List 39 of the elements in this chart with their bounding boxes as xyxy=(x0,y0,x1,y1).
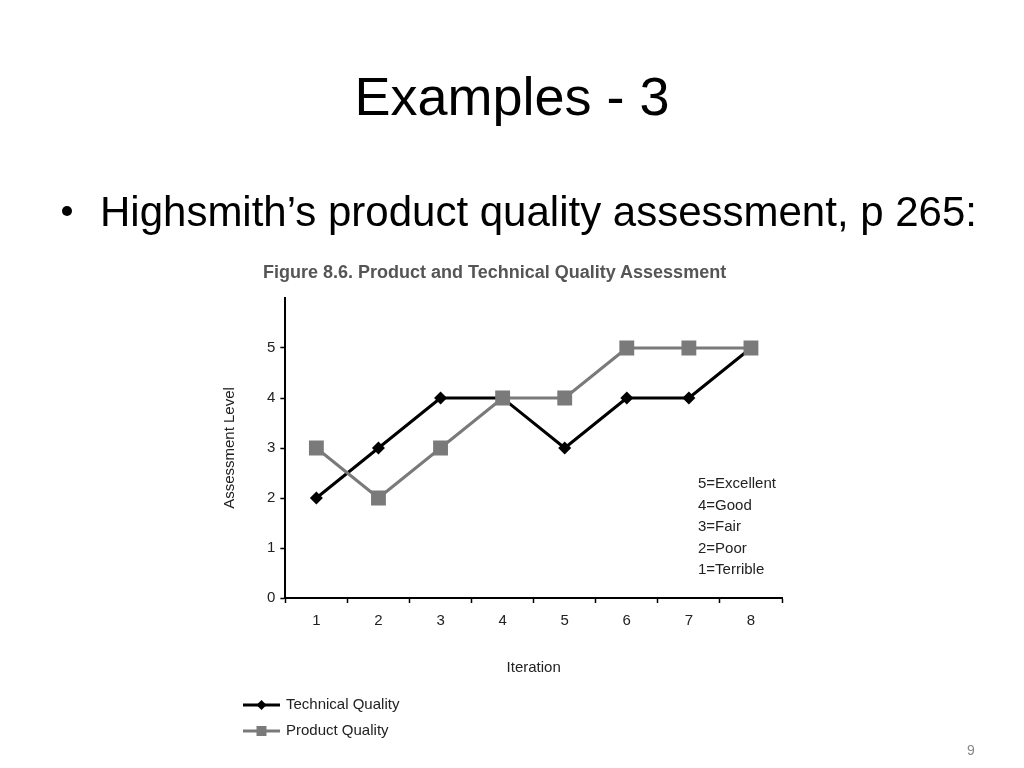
y-tick-label: 3 xyxy=(267,438,276,456)
x-tick-label: 8 xyxy=(746,611,756,629)
annotation: 2=Poor xyxy=(698,538,747,556)
point xyxy=(682,391,696,405)
point xyxy=(620,391,634,405)
point xyxy=(619,340,635,356)
x-axis-title: Iteration xyxy=(506,658,561,676)
point xyxy=(434,391,448,405)
x-tick-label: 3 xyxy=(436,611,445,629)
legend-label: Technical Quality xyxy=(286,695,400,713)
y-tick-label: 5 xyxy=(267,338,276,356)
x-tick-label: 7 xyxy=(684,611,694,629)
legend-label: Product Quality xyxy=(286,721,390,739)
point xyxy=(308,440,324,456)
x-tick-label: 5 xyxy=(560,611,569,629)
x-tick-label: 6 xyxy=(622,611,631,629)
x-tick-label: 2 xyxy=(374,611,383,629)
point xyxy=(371,490,386,506)
point xyxy=(557,390,573,406)
x-tick-label: 1 xyxy=(312,611,321,629)
y-tick-label: 2 xyxy=(267,488,276,506)
y-tick-label: 4 xyxy=(267,388,276,406)
y-axis-title: Assessment Level xyxy=(220,387,238,509)
point xyxy=(558,441,572,455)
annotation: 1=Terrible xyxy=(698,560,765,577)
point xyxy=(371,441,385,455)
y-tick-label: 0 xyxy=(267,588,276,606)
x-tick-label: 4 xyxy=(498,611,507,629)
chart-subtitle: Highsmith’s product quality assessment, p 265: xyxy=(100,187,977,237)
point xyxy=(681,340,697,356)
point xyxy=(309,491,323,505)
text: 9 xyxy=(967,741,975,759)
annotation: 4=Good xyxy=(698,495,752,513)
y-tick-label: 1 xyxy=(267,538,276,556)
chart-title: Examples - 3 xyxy=(353,65,671,128)
point xyxy=(433,440,448,456)
annotation: 3=Fair xyxy=(698,517,741,534)
caption: Figure 8.6. Product and Technical Quality Assessment xyxy=(263,262,727,282)
annotation: 5=Excellent xyxy=(698,474,777,491)
